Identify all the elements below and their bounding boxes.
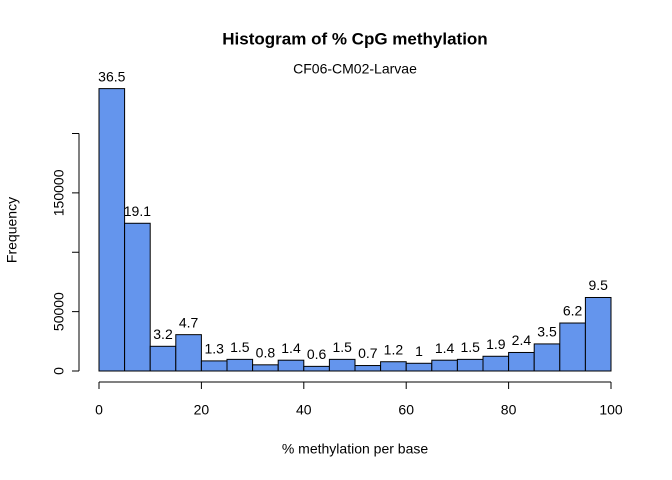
bar-label: 3.2	[153, 326, 173, 342]
bar	[482, 355, 510, 372]
bar-label: 6.2	[563, 303, 583, 319]
bar-label: 0.6	[307, 346, 327, 362]
bar-label: 3.5	[537, 324, 557, 340]
chart-title: Histogram of % CpG methylation	[222, 29, 487, 48]
bar	[380, 361, 407, 372]
bar	[303, 365, 330, 372]
bar-label: 1.5	[230, 339, 250, 355]
bar-label: 4.7	[179, 314, 199, 330]
x-tick-label: 80	[501, 402, 517, 418]
bar	[124, 222, 151, 372]
bar-label: 19.1	[124, 203, 151, 219]
bar	[175, 334, 202, 372]
bar-label: 1.9	[486, 336, 506, 352]
y-tick-label: 150000	[51, 169, 67, 216]
y-tick-label: 50000	[51, 292, 67, 331]
bar	[252, 364, 279, 372]
bar	[508, 351, 535, 372]
chart-subtitle: CF06-CM02-Larvae	[293, 61, 417, 77]
bar	[149, 345, 177, 372]
bar-label: 1	[415, 343, 423, 359]
bar-label: 1.2	[384, 341, 404, 357]
x-tick-label: 40	[296, 402, 312, 418]
x-tick-label: 100	[599, 402, 623, 418]
bar	[354, 365, 382, 372]
bar	[559, 322, 586, 372]
bar	[226, 358, 254, 372]
bar-label: 1.4	[435, 340, 455, 356]
bar-label: 0.8	[256, 345, 276, 361]
x-tick-label: 60	[398, 402, 414, 418]
bar	[200, 360, 228, 372]
bar-label: 1.4	[281, 340, 301, 356]
bar-label: 36.5	[98, 68, 125, 84]
bar	[584, 296, 612, 372]
bar-label: 2.4	[512, 332, 532, 348]
bar	[328, 358, 356, 372]
y-tick-label: 0	[51, 367, 67, 375]
bar	[456, 358, 484, 372]
bar	[405, 362, 433, 372]
x-tick-label: 0	[95, 402, 103, 418]
bar	[431, 359, 458, 372]
y-axis-label: Frequency	[4, 197, 20, 263]
x-axis-label: % methylation per base	[282, 441, 429, 457]
bar	[98, 88, 126, 372]
bar-label: 1.5	[332, 339, 352, 355]
bar-label: 0.7	[358, 345, 378, 361]
bar	[533, 343, 561, 372]
bar-label: 9.5	[588, 277, 608, 293]
x-tick-label: 20	[194, 402, 210, 418]
bar-label: 1.5	[460, 339, 480, 355]
bar-label: 1.3	[204, 341, 224, 357]
bar	[277, 359, 305, 372]
